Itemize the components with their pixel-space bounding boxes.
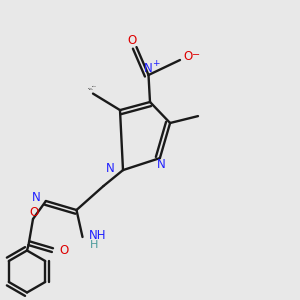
Text: methyl: methyl [88,89,93,90]
Text: O: O [184,50,193,64]
Text: N: N [106,162,115,175]
Text: N: N [32,191,40,204]
Text: +: + [152,59,160,68]
Text: H: H [90,239,99,250]
Text: methyl: methyl [92,86,96,87]
Text: O: O [30,206,39,219]
Text: O: O [128,34,136,47]
Text: N: N [157,158,166,171]
Text: −: − [191,50,200,60]
Text: O: O [59,244,69,257]
Text: NH: NH [88,229,106,242]
Text: N: N [144,62,153,75]
Text: methyl: methyl [88,88,92,89]
